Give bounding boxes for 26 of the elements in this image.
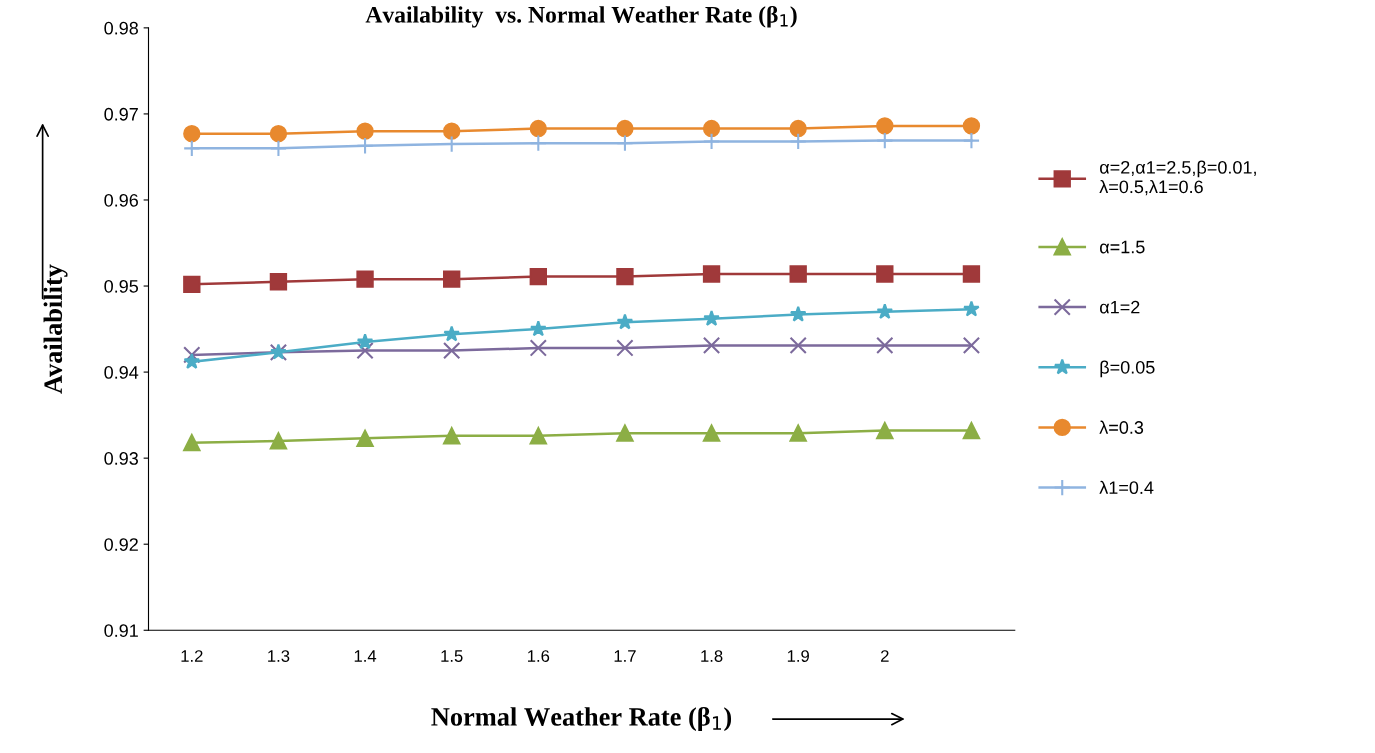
x-axis-title: Normal Weather Rate (β$_{1}$) xyxy=(431,706,732,732)
x-tick-label: 1.3 xyxy=(268,650,290,662)
x-tick-label: 1.9 xyxy=(787,650,809,662)
chart-title: Availability vs. Normal Weather Rate (β$_{1}$) xyxy=(365,5,797,28)
legend-label: α1=2 xyxy=(1100,300,1140,314)
legend-label: α=2,α1=2.5,β=0.01, λ=0.5,λ1=0.6 xyxy=(1099,160,1256,196)
y-tick-label: 0.98 xyxy=(104,21,138,35)
y-tick-label: 0.93 xyxy=(104,452,138,465)
x-tick-label: 1.7 xyxy=(614,650,636,662)
x-tick-label: 1.8 xyxy=(701,650,723,662)
y-tick-label: 0.91 xyxy=(104,624,138,637)
legend-label: λ1=0.4 xyxy=(1099,480,1154,495)
y-axis-title: Availability xyxy=(43,264,68,394)
x-tick-label: 1.2 xyxy=(181,650,203,662)
legend-label: α=1.5 xyxy=(1100,240,1145,254)
y-tick-label: 0.95 xyxy=(104,279,139,293)
legend-label: λ=0.3 xyxy=(1099,420,1144,434)
y-tick-label: 0.92 xyxy=(104,538,138,551)
x-tick-label: 1.6 xyxy=(528,650,550,662)
y-tick-label: 0.94 xyxy=(104,366,139,379)
y-tick-label: 0.97 xyxy=(104,107,138,121)
y-tick-label: 0.96 xyxy=(104,193,138,207)
x-tick-label: 1.4 xyxy=(354,650,377,662)
x-tick-label: 2 xyxy=(881,650,889,662)
legend-label: β=0.05 xyxy=(1100,360,1155,378)
x-tick-label: 1.5 xyxy=(441,650,463,662)
